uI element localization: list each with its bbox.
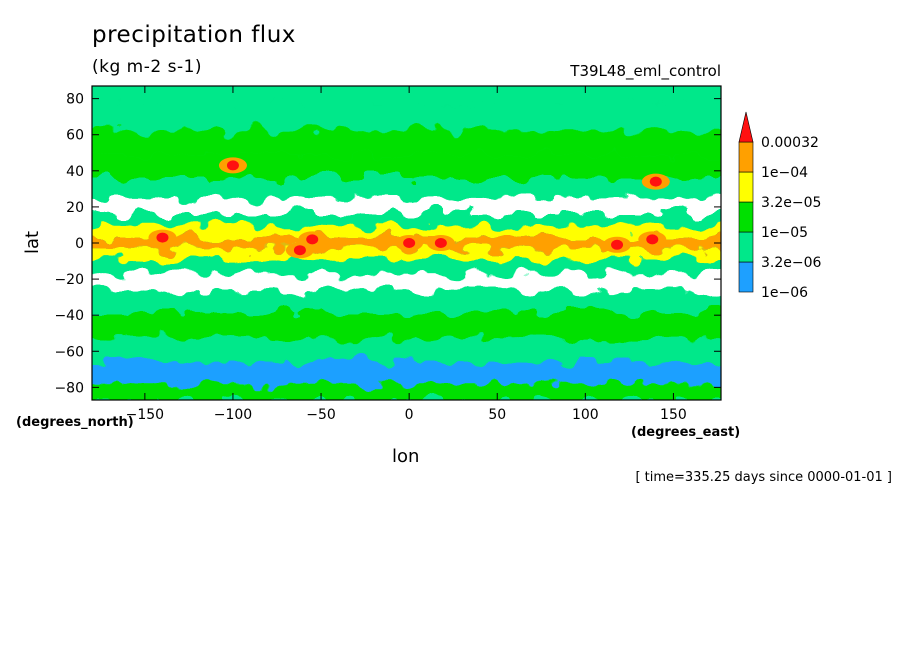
colorbar-swatch: [738, 231, 754, 263]
y-tick-label: 80: [66, 92, 84, 108]
x-axis-label: lon: [392, 446, 420, 467]
lat-band: [92, 259, 721, 274]
maximum-core: [306, 234, 319, 245]
y-tick-label: −60: [54, 344, 84, 360]
lat-band: [92, 383, 721, 400]
colorbar-label: 3.2e−06: [761, 255, 822, 271]
maximum-core: [434, 238, 447, 248]
lat-band: [92, 312, 721, 338]
chart-units: (kg m-2 s-1): [92, 57, 203, 77]
colorbar-swatch: [738, 261, 754, 293]
precip-maxima: [148, 157, 670, 259]
colorbar-legend: 1e−06 3.2e−06 1e−05 3.2e−05 1e−04 0.00032: [738, 111, 822, 301]
x-tick-label: −150: [126, 407, 164, 423]
colorbar-swatch: [738, 201, 754, 233]
lat-band: [92, 178, 721, 198]
maximum-core: [646, 234, 659, 245]
time-label: [ time=335.25 days since 0000-01-01 ]: [635, 470, 892, 485]
maximum-core: [403, 238, 416, 248]
y-tick-label: −80: [54, 380, 84, 396]
chart-title: precipitation flux: [92, 22, 296, 48]
y-tick-label: 40: [66, 164, 84, 180]
lat-band: [92, 337, 721, 363]
y-tick-label: 20: [66, 200, 84, 216]
y-tick-label: −20: [54, 272, 84, 288]
x-tick-label: 150: [660, 407, 687, 423]
colorbar-label: 1e−04: [761, 165, 808, 181]
x-tick-label: 0: [405, 407, 414, 423]
lat-band: [92, 155, 721, 179]
colorbar-label: 1e−06: [761, 285, 808, 301]
y-tick-label: −40: [54, 308, 84, 324]
colorbar-label: 1e−05: [761, 225, 808, 241]
y-axis-units: (degrees_north): [16, 415, 134, 430]
x-tick-label: 100: [572, 407, 599, 423]
x-axis-units: (degrees_east): [631, 425, 741, 440]
lat-band: [92, 248, 721, 260]
maximum-core: [649, 176, 662, 187]
maximum-core: [611, 239, 624, 250]
lat-band: [92, 226, 721, 238]
precip-bands: [92, 86, 721, 400]
lat-band: [92, 214, 721, 227]
colorbar-swatch: [738, 141, 754, 173]
maximum-core: [156, 232, 169, 243]
y-tick-label: 0: [75, 236, 84, 252]
lat-band: [92, 362, 721, 384]
colorbar-swatch: [738, 171, 754, 203]
lat-band: [92, 103, 721, 131]
x-tick-label: 50: [488, 407, 506, 423]
lat-band: [92, 273, 721, 292]
maximum-core: [293, 245, 306, 256]
x-tick-label: −50: [306, 407, 336, 423]
lat-band: [92, 291, 721, 313]
lat-band: [92, 86, 721, 104]
colorbar-overflow-arrow: [738, 111, 754, 143]
colorbar-label: 3.2e−05: [761, 195, 821, 211]
y-tick-label: 60: [66, 128, 84, 144]
dataset-label: T39L48_eml_control: [570, 62, 721, 80]
lat-band: [92, 197, 721, 215]
lat-band: [92, 130, 721, 156]
maximum-core: [226, 160, 239, 171]
colorbar-label: 0.00032: [761, 135, 819, 151]
x-tick-label: −100: [214, 407, 252, 423]
